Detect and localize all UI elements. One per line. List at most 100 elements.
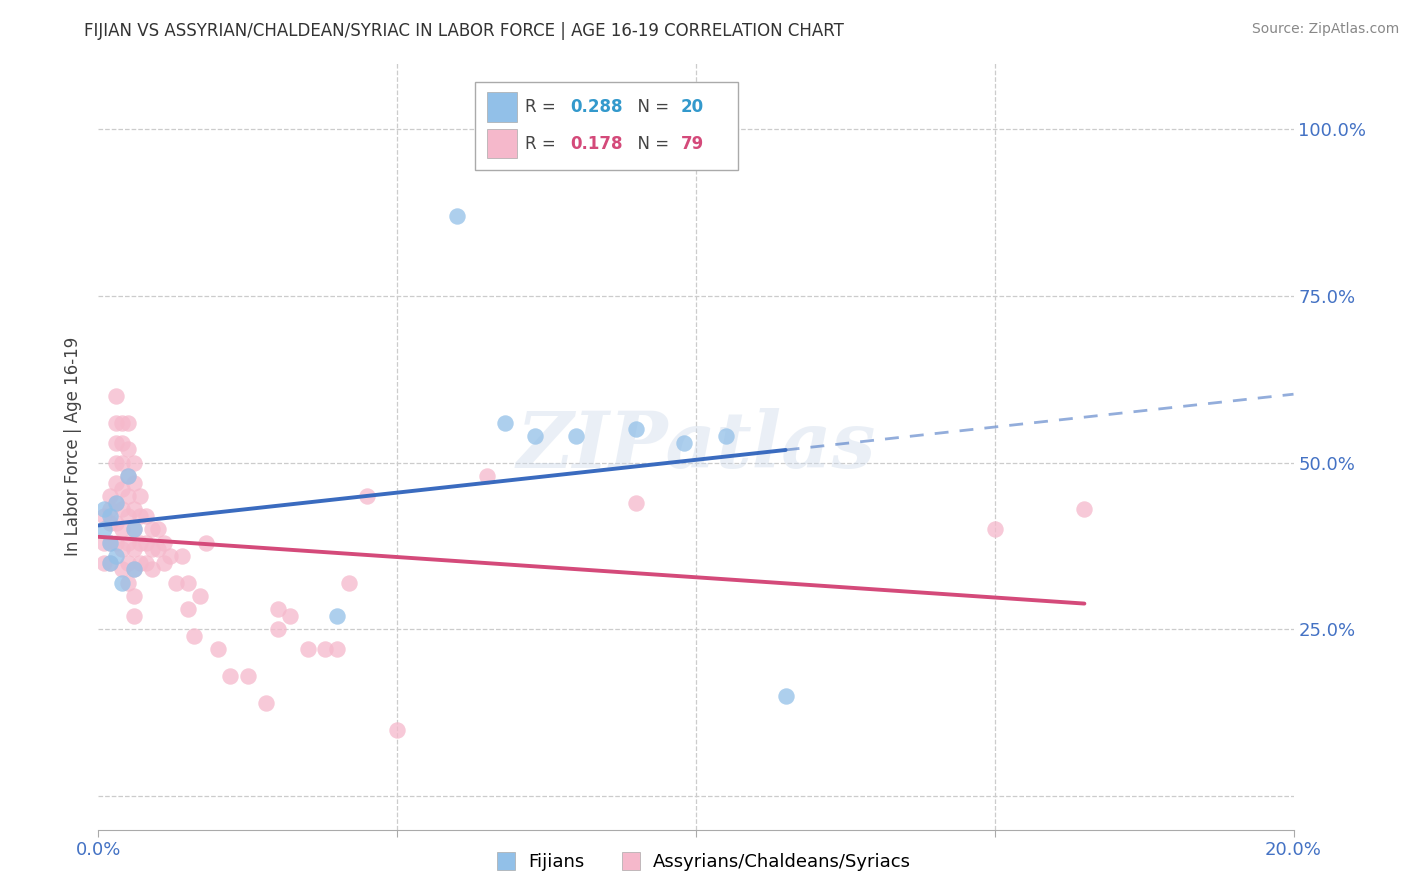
Point <box>117 416 139 430</box>
Point <box>135 509 157 524</box>
Point <box>105 389 128 403</box>
Point <box>105 535 128 549</box>
Point <box>124 562 146 576</box>
Point <box>475 469 498 483</box>
Point <box>626 422 648 436</box>
Point <box>129 509 152 524</box>
Point <box>236 669 259 683</box>
Point <box>159 549 181 563</box>
Text: 20: 20 <box>681 98 703 116</box>
Point <box>195 535 218 549</box>
Point <box>98 535 122 549</box>
FancyBboxPatch shape <box>475 81 738 169</box>
Point <box>105 516 128 530</box>
Point <box>148 542 170 557</box>
Bar <box>486 129 517 158</box>
Point <box>98 509 122 524</box>
Point <box>98 516 122 530</box>
Point <box>326 642 349 657</box>
Point <box>111 456 134 470</box>
Point <box>141 542 163 557</box>
Text: 79: 79 <box>681 135 703 153</box>
Point <box>111 522 134 536</box>
Point <box>141 522 163 536</box>
Point <box>105 549 128 563</box>
Point <box>124 562 146 576</box>
Point <box>339 575 361 590</box>
Point <box>111 542 134 557</box>
Point <box>188 589 211 603</box>
Point <box>105 475 128 490</box>
Point <box>98 556 122 570</box>
Point <box>129 489 152 503</box>
Point <box>93 502 115 516</box>
Point <box>111 502 134 516</box>
Point <box>93 535 115 549</box>
Text: R =: R = <box>524 135 561 153</box>
Point <box>673 435 696 450</box>
Point <box>219 669 242 683</box>
Point <box>153 556 176 570</box>
Point <box>117 509 139 524</box>
Point <box>254 696 277 710</box>
Text: 0.178: 0.178 <box>571 135 623 153</box>
Point <box>124 589 146 603</box>
Point <box>984 522 1007 536</box>
Point <box>267 623 290 637</box>
Point <box>153 535 176 549</box>
Point <box>135 535 157 549</box>
Point <box>165 575 187 590</box>
Point <box>117 535 139 549</box>
Point <box>93 556 115 570</box>
Point <box>98 502 122 516</box>
Point <box>124 542 146 557</box>
Point <box>207 642 229 657</box>
Point <box>117 469 139 483</box>
Point <box>124 475 146 490</box>
Text: N =: N = <box>627 135 673 153</box>
Point <box>111 416 134 430</box>
Text: N =: N = <box>627 98 673 116</box>
Point <box>129 556 152 570</box>
Point <box>117 489 139 503</box>
Point <box>183 629 205 643</box>
Point <box>105 435 128 450</box>
Point <box>124 522 146 536</box>
Point <box>105 496 128 510</box>
Point <box>98 535 122 549</box>
Point <box>105 496 128 510</box>
Text: 0.288: 0.288 <box>571 98 623 116</box>
Point <box>714 429 737 443</box>
Point <box>124 456 146 470</box>
Point <box>177 602 200 616</box>
Point <box>626 496 648 510</box>
Point <box>93 522 115 536</box>
Point <box>98 556 122 570</box>
Text: Source: ZipAtlas.com: Source: ZipAtlas.com <box>1251 22 1399 37</box>
Point <box>111 575 134 590</box>
Point <box>494 416 516 430</box>
Point <box>446 209 468 223</box>
Point <box>111 435 134 450</box>
Point <box>117 556 139 570</box>
Point <box>129 535 152 549</box>
Legend: Fijians, Assyrians/Chaldeans/Syriacs: Fijians, Assyrians/Chaldeans/Syriacs <box>488 847 918 879</box>
Text: ZIPatlas: ZIPatlas <box>516 408 876 484</box>
Point <box>297 642 319 657</box>
Point <box>172 549 194 563</box>
Point <box>315 642 337 657</box>
Text: R =: R = <box>524 98 561 116</box>
Point <box>148 522 170 536</box>
Point <box>523 429 546 443</box>
Point <box>124 609 146 624</box>
Point <box>124 522 146 536</box>
Point <box>141 562 163 576</box>
Point <box>117 442 139 457</box>
Point <box>775 689 797 703</box>
Text: FIJIAN VS ASSYRIAN/CHALDEAN/SYRIAC IN LABOR FORCE | AGE 16-19 CORRELATION CHART: FIJIAN VS ASSYRIAN/CHALDEAN/SYRIAC IN LA… <box>84 22 844 40</box>
Point <box>565 429 588 443</box>
Point <box>356 489 378 503</box>
Point <box>278 609 301 624</box>
Point <box>124 502 146 516</box>
Point <box>111 483 134 497</box>
